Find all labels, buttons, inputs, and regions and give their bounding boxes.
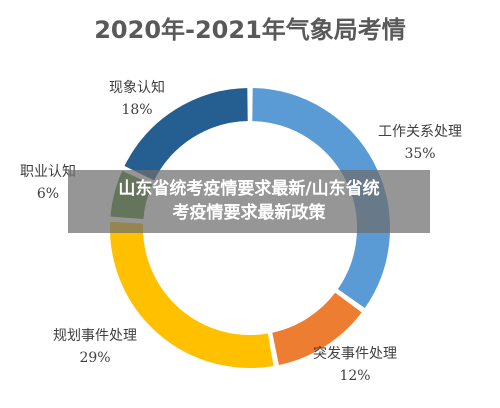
overlay-banner: 山东省统考疫情要求最新/山东省统 考疫情要求最新政策: [68, 170, 430, 233]
slice-category-label: 职业认知: [20, 163, 76, 180]
overlay-line-1: 山东省统考疫情要求最新/山东省统: [118, 179, 380, 199]
slice-5: [121, 85, 250, 184]
slice-3: [108, 219, 276, 370]
slice-1: [250, 85, 392, 311]
slice-value-label: 12%: [339, 368, 370, 384]
slice-value-label: 29%: [79, 350, 110, 366]
slice-category-label: 规划事件处理: [53, 328, 137, 344]
slice-labels: 工作关系处理 35% 突发事件处理 12% 规划事件处理 29% 职业认知 6% 现象认知 18%: [20, 79, 462, 384]
slice-value-label: 6%: [37, 186, 59, 202]
chart-title: 2020年-2021年气象局考情: [94, 16, 406, 44]
slice-category-label: 工作关系处理: [378, 124, 462, 140]
slice-value-label: 35%: [404, 146, 435, 162]
slice-value-label: 18%: [121, 102, 152, 118]
slice-category-label: 突发事件处理: [313, 346, 397, 362]
overlay-line-2: 考疫情要求最新政策: [172, 203, 326, 223]
slice-category-label: 现象认知: [109, 79, 165, 96]
slice-2: [269, 289, 365, 368]
